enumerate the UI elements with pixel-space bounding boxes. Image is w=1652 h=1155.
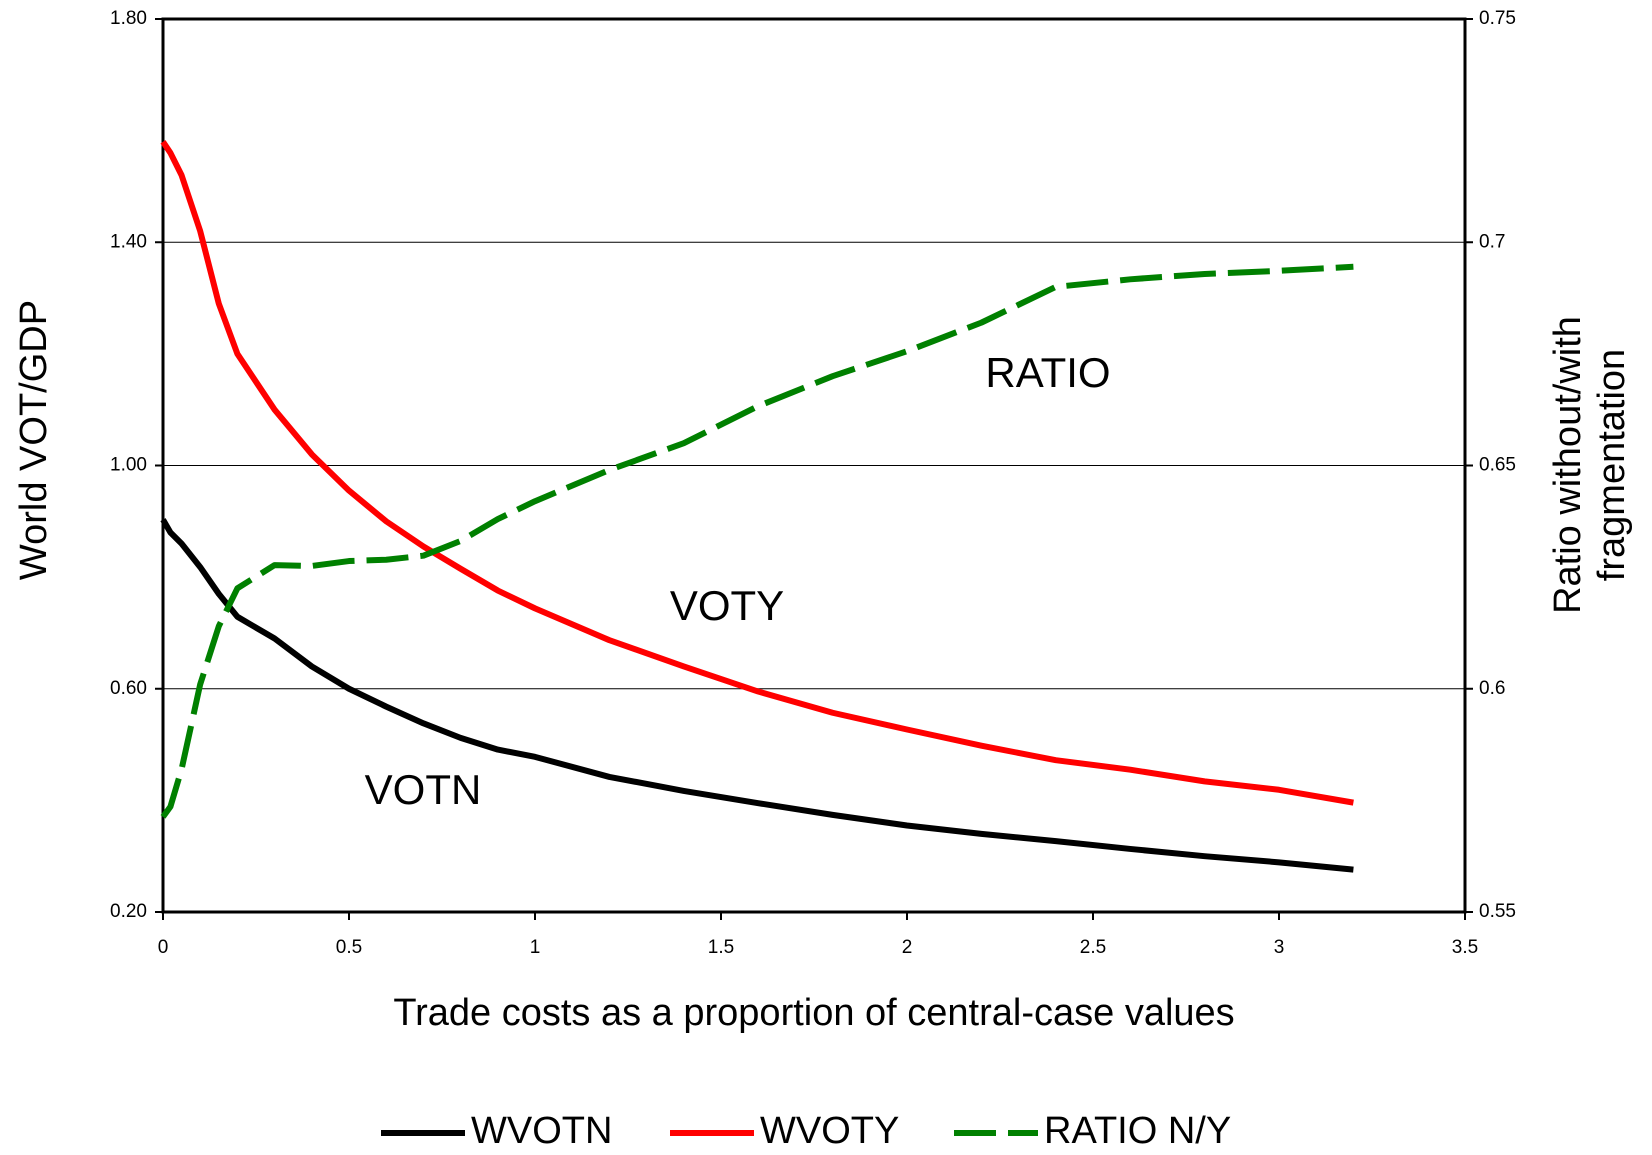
x-tick-label: 0.5 <box>336 937 362 958</box>
y-tick-label: 0.60 <box>110 678 147 699</box>
y-axis-title: World VOT/GDP <box>13 300 55 580</box>
x-tick-label: 0 <box>158 937 169 958</box>
series-line <box>160 518 1354 873</box>
plot-frame <box>161 17 1467 914</box>
y-tick-label: 1.00 <box>110 455 147 476</box>
y-tick-label: 1.40 <box>110 231 147 252</box>
annotation: RATIO <box>985 349 1110 396</box>
x-tick-label: 3 <box>1274 937 1285 958</box>
y2-axis-title: fragmentation <box>1591 349 1633 581</box>
y-tick-label: 1.80 <box>110 8 147 29</box>
y2-tick-label: 0.6 <box>1479 678 1505 699</box>
legend-label: WVOTN <box>471 1110 612 1152</box>
x-tick-label: 3.5 <box>1452 937 1478 958</box>
y2-tick-label: 0.7 <box>1479 231 1505 252</box>
annotation: VOTY <box>670 582 784 629</box>
y2-axis-title: Ratio without/with <box>1547 316 1589 614</box>
series-line <box>160 140 1354 806</box>
x-tick-label: 2 <box>902 937 913 958</box>
x-tick-label: 1.5 <box>708 937 734 958</box>
y-tick-label: 0.20 <box>110 901 147 922</box>
x-tick-label: 1 <box>530 937 541 958</box>
annotation: VOTN <box>365 766 482 813</box>
y2-tick-label: 0.55 <box>1479 901 1516 922</box>
x-tick-label: 2.5 <box>1080 937 1106 958</box>
series-line <box>160 263 1354 819</box>
legend-label: WVOTY <box>760 1110 899 1152</box>
x-axis-title: Trade costs as a proportion of central-c… <box>393 992 1234 1034</box>
legend-label: RATIO N/Y <box>1044 1110 1231 1152</box>
y2-tick-label: 0.65 <box>1479 455 1516 476</box>
y2-tick-label: 0.75 <box>1479 8 1516 29</box>
